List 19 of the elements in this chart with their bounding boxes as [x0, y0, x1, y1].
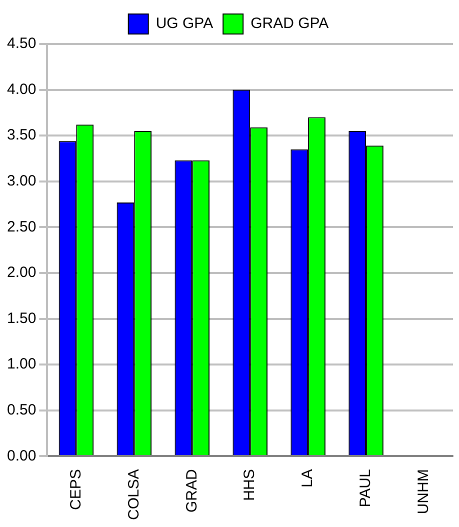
y-tick-label: 1.50	[6, 310, 36, 327]
y-tick-label: 3.50	[6, 126, 36, 144]
x-tick-label: HHS	[241, 469, 258, 501]
x-tick-label: LA	[299, 469, 316, 488]
legend-label: GRAD GPA	[250, 15, 329, 32]
y-tick-label: 0.50	[6, 401, 36, 418]
x-tick-label: PAUL	[357, 469, 374, 508]
y-tick-label: 2.50	[6, 218, 36, 236]
x-tick-label: UNHM	[415, 469, 432, 514]
legend-label: UG GPA	[156, 15, 214, 32]
y-tick-label: 3.00	[6, 172, 36, 190]
x-tick-label: GRAD	[183, 468, 200, 512]
y-tick-label: 4.00	[6, 80, 36, 98]
x-tick-label: COLSA	[125, 469, 142, 520]
y-tick-label: 1.00	[6, 356, 36, 373]
y-tick-label: 4.50	[6, 35, 36, 52]
y-tick-label: 2.00	[6, 264, 36, 282]
x-tick-label: CEPS	[67, 469, 84, 510]
y-tick-label: 0.00	[6, 447, 36, 464]
